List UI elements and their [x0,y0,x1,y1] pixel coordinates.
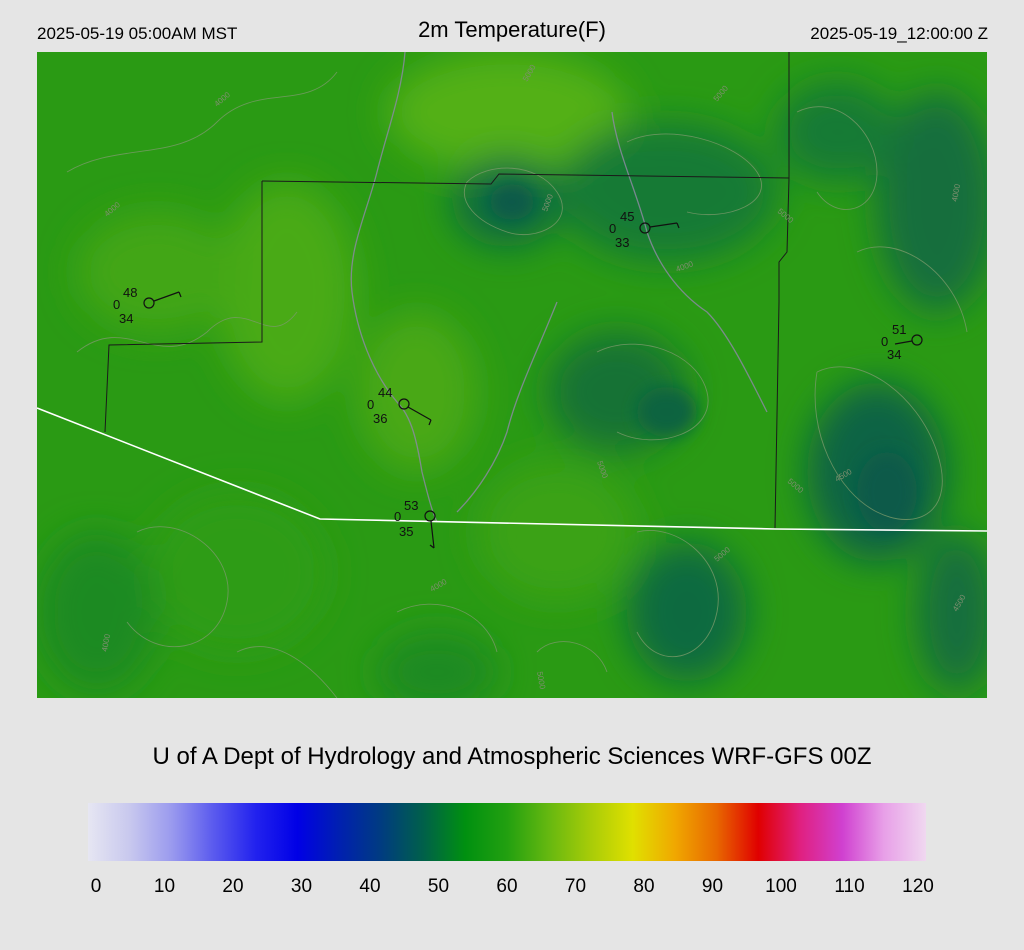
colorbar-tick-label: 90 [701,876,724,897]
station-plot: 53 0 35 [394,498,436,549]
temperature-colorbar [88,803,926,861]
station-gust: 0 [367,397,374,412]
colorbar-tick-label: 10 [153,876,176,897]
colorbar-tick-label: 70 [564,876,587,897]
state-border [37,407,987,532]
river-lines [350,52,768,523]
colorbar-tick-label: 50 [427,876,450,897]
contour-label: 4000 [100,633,112,653]
map-title: 2m Temperature(F) [418,17,606,42]
station-dewpoint: 34 [119,311,133,326]
credit-line: U of A Dept of Hydrology and Atmospheric… [152,743,872,770]
contour-label: 4000 [950,183,962,203]
colorbar-tick-label: 100 [765,876,797,897]
colorbar-tick-label: 60 [496,876,518,897]
station-temp: 48 [123,285,137,300]
temperature-map: 4000 5000 4000 5000 5000 4000 5000 4500 … [37,52,987,698]
temperature-field [37,52,987,698]
station-plot: 48 0 34 [113,285,182,326]
station-gust: 0 [609,221,616,236]
station-temp: 44 [378,385,392,400]
dark-pockets [490,184,917,532]
contour-label: 5000 [535,671,547,691]
station-dewpoint: 36 [373,411,387,426]
valid-time-label: 2025-05-19_12:00:00 Z [810,24,988,43]
colorbar-tick-label: 80 [633,876,655,897]
station-temp: 51 [892,322,906,337]
station-dewpoint: 33 [615,235,629,250]
station-plot: 44 0 36 [367,385,432,426]
station-dewpoint: 35 [399,524,413,539]
colorbar-tick-label: 110 [834,876,865,897]
colorbar-tick-label: 120 [902,876,934,897]
station-gust: 0 [881,334,888,349]
colorbar-tick-label: 0 [90,876,102,897]
station-gust: 0 [394,509,401,524]
station-plot: 45 0 33 [609,209,680,250]
terrain-contours [66,71,968,698]
station-temp: 53 [404,498,418,513]
station-plots: 48 0 34 45 0 33 51 0 34 44 0 36 [113,209,923,549]
colorbar-tick-label: 30 [290,876,313,897]
colorbar-tick-label: 20 [222,876,244,897]
colorbar-tick-label: 40 [359,876,381,897]
local-time-label: 2025-05-19 05:00AM MST [37,24,238,43]
station-gust: 0 [113,297,120,312]
county-boundaries [104,52,790,529]
station-plot: 51 0 34 [881,322,923,362]
station-temp: 45 [620,209,634,224]
station-dewpoint: 34 [887,347,901,362]
